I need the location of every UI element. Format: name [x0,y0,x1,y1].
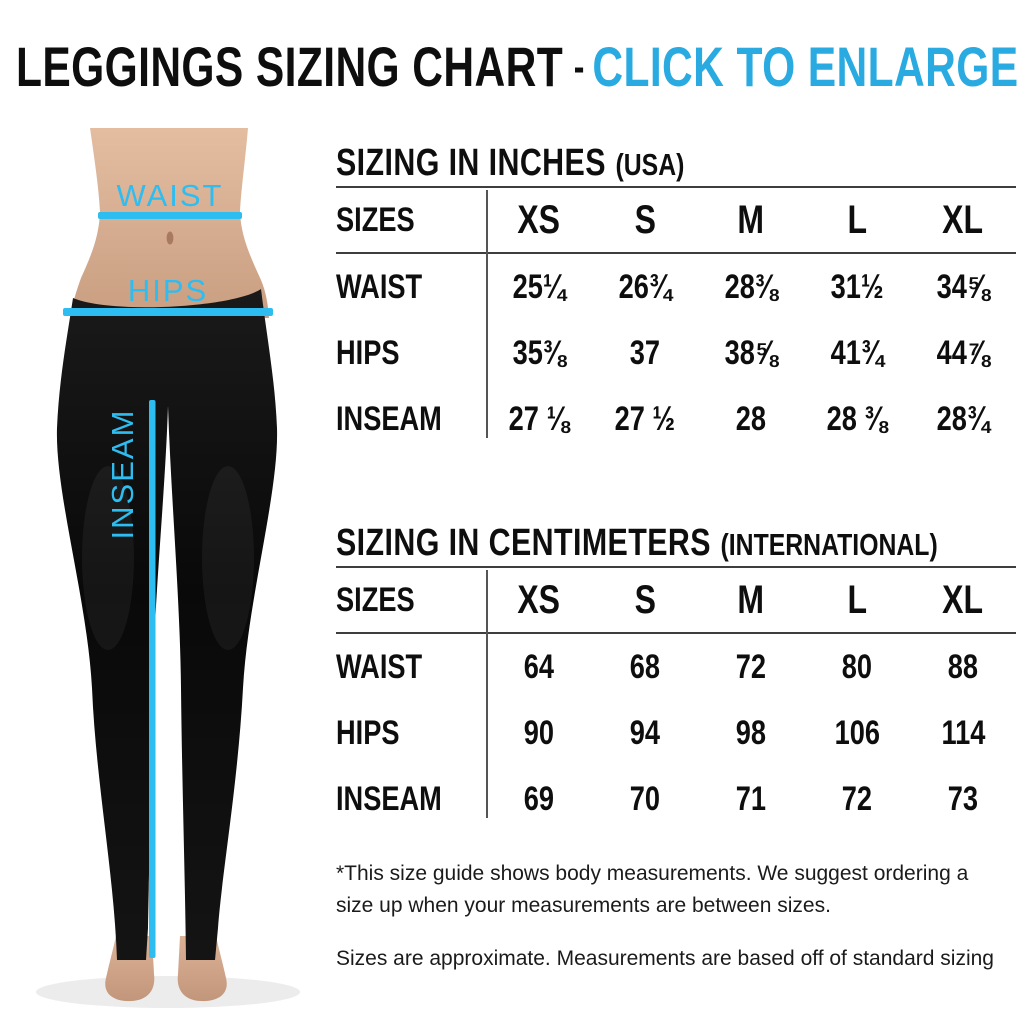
size-value: 106 [834,713,880,752]
inseam-label: INSEAM [105,409,140,540]
table-row-waist: WAIST 25¼ 26¾ 28⅜ 31½ 34⅝ [336,254,1016,320]
size-value: 38⅝ [724,333,778,372]
centimeters-table-heading: SIZING IN CENTIMETERS (INTERNATIONAL) [336,522,938,566]
size-value: 35⅜ [512,333,566,372]
column-header-m: M [737,197,765,242]
centimeters-heading-text: SIZING IN CENTIMETERS [336,522,711,564]
size-value: 37 [629,333,661,372]
hips-line [63,308,273,316]
size-value: 73 [947,779,979,818]
size-value: 90 [523,713,555,752]
size-value: 27 ½ [614,399,676,438]
page-title-text: LEGGINGS SIZING CHART [16,35,564,98]
row-label: WAIST [336,267,423,306]
heading-rule [336,186,1016,188]
row-label: INSEAM [336,399,442,438]
leggings-silhouette [56,289,278,960]
inches-table-heading: SIZING IN INCHES (USA) [336,142,880,186]
size-value: 72 [735,647,767,686]
row-label: WAIST [336,647,423,686]
inches-heading-suffix: (USA) [615,147,685,182]
row-label: HIPS [336,333,400,372]
waist-label: WAIST [116,178,223,213]
navel [166,231,174,245]
size-value: 70 [629,779,661,818]
table-header-row: SIZES XS S M L XL [336,568,1016,632]
table-row-hips: HIPS 35⅜ 37 38⅝ 41¾ 44⅞ [336,320,1016,386]
size-value: 26¾ [618,267,672,306]
centimeters-table-section: SIZING IN CENTIMETERS (INTERNATIONAL) SI… [336,522,1016,832]
title-dash: - [573,42,585,90]
thigh-highlight-right [202,466,254,650]
size-value: 114 [941,713,985,752]
size-value: 25¼ [512,267,566,306]
size-value: 31½ [830,267,884,306]
torso [71,128,269,318]
hips-label: HIPS [128,273,208,308]
waist-line [98,212,242,219]
centimeters-heading-suffix: (INTERNATIONAL) [720,527,938,562]
column-header-l: L [847,577,867,622]
column-divider [486,570,488,818]
size-value: 71 [735,779,767,818]
size-value: 69 [523,779,555,818]
size-value: 64 [523,647,555,686]
header-rule [336,252,1016,254]
column-header-s: S [634,197,656,242]
size-value: 88 [947,647,979,686]
column-header-sizes: SIZES [336,200,415,239]
column-header-xl: XL [942,577,984,622]
size-value: 41¾ [830,333,884,372]
table-row-waist: WAIST 64 68 72 80 88 [336,634,1016,700]
floor-shadow [36,976,300,1008]
size-value: 28 [735,399,767,438]
heading-rule [336,566,1016,568]
column-header-m: M [737,577,765,622]
size-value: 28 ⅜ [826,399,888,438]
column-header-sizes: SIZES [336,580,415,619]
leggings-figure-svg: WAIST HIPS INSEAM [36,128,300,1008]
thigh-highlight-left [82,466,134,650]
click-to-enlarge-link[interactable]: CLICK TO ENLARGE [592,35,1019,98]
inches-table-body: SIZES XS S M L XL WAIST 25¼ 26¾ 28⅜ 31½ … [336,188,1016,452]
column-header-xs: XS [517,577,561,622]
size-value: 80 [841,647,873,686]
header-rule [336,632,1016,634]
size-value: 44⅞ [936,333,990,372]
column-header-xl: XL [942,197,984,242]
table-row-inseam: INSEAM 69 70 71 72 73 [336,766,1016,832]
inseam-line [149,400,156,958]
table-row-hips: HIPS 90 94 98 106 114 [336,700,1016,766]
size-value: 94 [629,713,661,752]
table-row-inseam: INSEAM 27 ⅛ 27 ½ 28 28 ⅜ 28¾ [336,386,1016,452]
size-value: 28⅜ [724,267,778,306]
page-title: LEGGINGS SIZING CHART - CLICK TO ENLARGE [16,34,1019,99]
footnote-approximate-sizing: Sizes are approximate. Measurements are … [336,947,994,970]
inches-table-section: SIZING IN INCHES (USA) SIZES XS S M L XL… [336,142,1016,452]
size-value: 27 ⅛ [508,399,570,438]
column-header-xs: XS [517,197,561,242]
inches-heading-text: SIZING IN INCHES [336,142,606,184]
footnote-body-measurements: *This size guide shows body measurements… [336,862,969,917]
size-value: 72 [841,779,873,818]
column-header-l: L [847,197,867,242]
row-label: HIPS [336,713,400,752]
size-value: 98 [735,713,767,752]
size-value: 34⅝ [936,267,990,306]
leggings-figure-image: WAIST HIPS INSEAM [0,128,332,1012]
table-header-row: SIZES XS S M L XL [336,188,1016,252]
size-value: 28¾ [936,399,990,438]
size-value: 68 [629,647,661,686]
sizing-tables: SIZING IN INCHES (USA) SIZES XS S M L XL… [336,142,1016,996]
centimeters-table-body: SIZES XS S M L XL WAIST 64 68 72 80 88 [336,568,1016,832]
row-label: INSEAM [336,779,442,818]
column-header-s: S [634,577,656,622]
column-divider [486,190,488,438]
